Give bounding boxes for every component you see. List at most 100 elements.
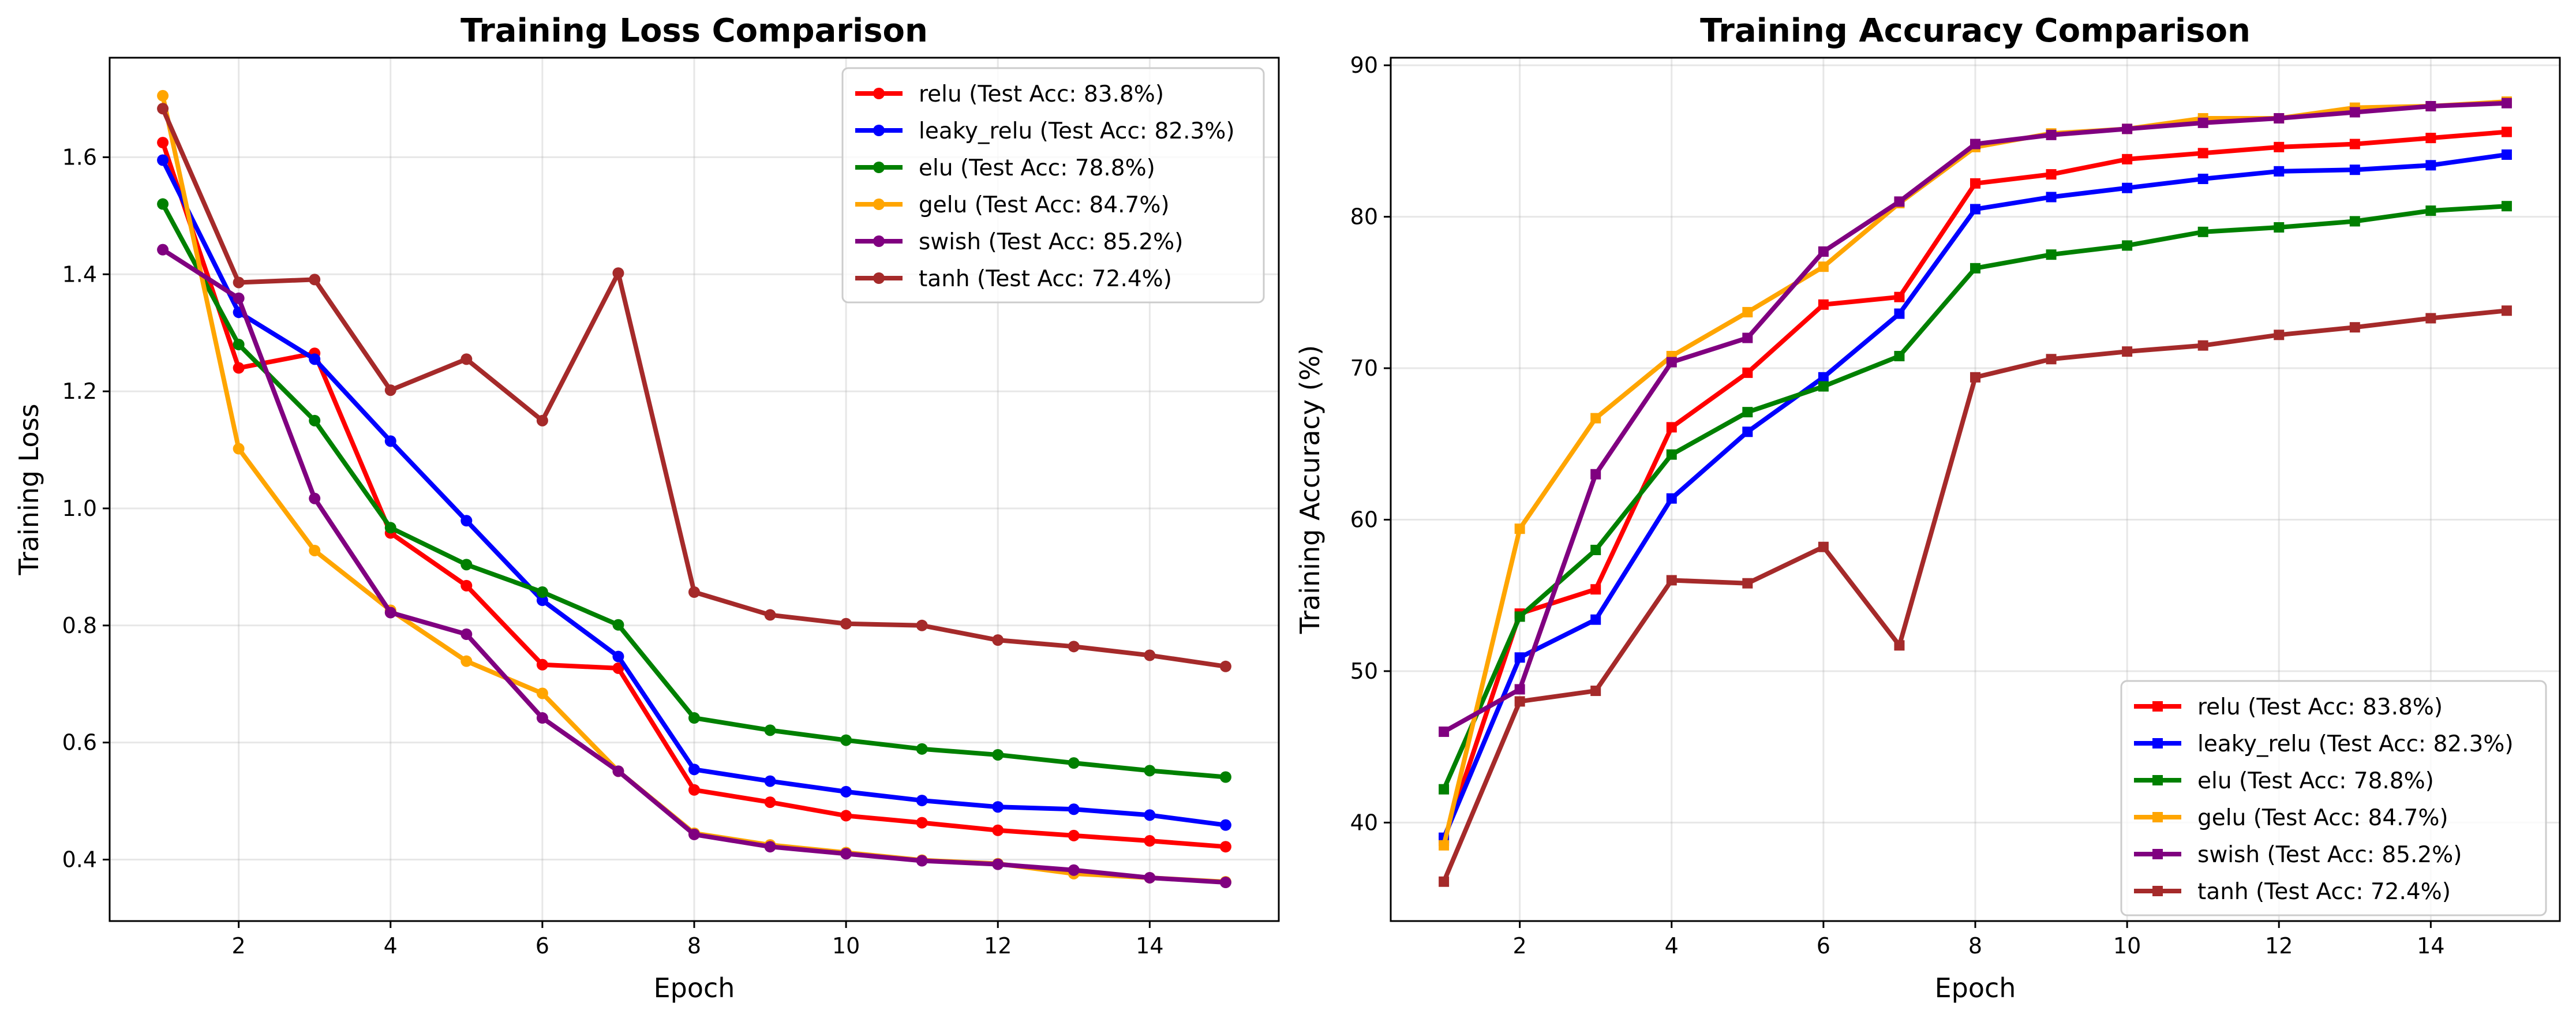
data-point-marker: [157, 89, 169, 102]
data-point-marker: [916, 855, 928, 867]
data-point-marker: [688, 828, 700, 840]
data-point-marker: [2197, 173, 2208, 184]
data-point-marker: [764, 841, 776, 853]
data-point-marker: [1068, 803, 1080, 815]
data-point-marker: [2349, 164, 2360, 175]
x-tick-label: 10: [2113, 933, 2141, 959]
data-point-marker: [2046, 129, 2057, 140]
data-point-marker: [2501, 126, 2512, 137]
data-point-marker: [1068, 829, 1080, 841]
x-tick-label: 6: [1817, 933, 1830, 959]
data-point-marker: [2274, 113, 2285, 123]
y-tick-label: 1.0: [62, 496, 97, 521]
data-point-marker: [1970, 263, 1980, 274]
x-tick-label: 14: [1136, 933, 1163, 959]
data-point-marker: [460, 559, 473, 571]
data-point-marker: [157, 198, 169, 210]
legend-label: gelu (Test Acc: 84.7%): [2197, 805, 2448, 831]
data-point-marker: [460, 655, 473, 667]
legend-marker: [2152, 886, 2163, 896]
data-point-marker: [1068, 757, 1080, 769]
data-point-marker: [2197, 148, 2208, 159]
data-point-marker: [916, 795, 928, 807]
data-point-marker: [1068, 864, 1080, 876]
data-point-marker: [309, 414, 321, 426]
data-point-marker: [992, 634, 1004, 646]
x-tick-label: 6: [536, 933, 549, 959]
data-point-marker: [840, 785, 852, 798]
loss-chart-panel: 2 4 6 8 10 12 14 0.4 0.6 0.8 1.0 1.2 1.4 1.6 Training …: [13, 12, 1280, 1004]
data-point-marker: [1818, 372, 1829, 383]
legend-label: tanh (Test Acc: 72.4%): [2197, 879, 2451, 905]
data-point-marker: [460, 628, 473, 641]
data-point-marker: [1590, 686, 1601, 697]
data-point-marker: [1894, 351, 1905, 362]
data-point-marker: [916, 743, 928, 755]
data-point-marker: [1514, 523, 1525, 534]
data-point-marker: [764, 775, 776, 787]
data-point-marker: [2274, 330, 2285, 340]
data-point-marker: [1970, 372, 1980, 383]
legend-box: [841, 67, 1265, 304]
legend-marker: [873, 125, 885, 136]
data-point-marker: [1970, 204, 1980, 215]
x-axis-label: Epoch: [654, 972, 735, 1004]
legend-label: tanh (Test Acc: 72.4%): [919, 266, 1172, 292]
x-tick-label: 10: [832, 933, 860, 959]
data-point-marker: [1894, 640, 1905, 651]
data-point-marker: [2425, 205, 2436, 216]
data-point-marker: [1818, 299, 1829, 310]
data-point-marker: [157, 154, 169, 166]
y-axis-label: Training Accuracy (%): [1294, 345, 1326, 634]
data-point-marker: [1514, 611, 1525, 622]
data-point-marker: [2349, 139, 2360, 149]
data-point-marker: [992, 824, 1004, 836]
legend-marker: [873, 272, 885, 284]
legend-marker: [2152, 738, 2163, 748]
legend-marker: [873, 199, 885, 210]
data-point-marker: [1894, 291, 1905, 302]
data-point-marker: [1742, 407, 1753, 418]
data-point-marker: [1666, 575, 1677, 586]
legend-label: elu (Test Acc: 78.8%): [2197, 768, 2434, 794]
data-point-marker: [233, 292, 245, 304]
data-point-marker: [2274, 141, 2285, 152]
legend: relu (Test Acc: 83.8%) leaky_relu (Test A…: [2120, 680, 2547, 916]
legend-box: [2120, 680, 2547, 916]
legend-marker: [873, 235, 885, 247]
data-point-marker: [1666, 357, 1677, 368]
legend-label: swish (Test Acc: 85.2%): [2197, 842, 2462, 868]
data-point-marker: [764, 724, 776, 736]
data-point-marker: [2122, 154, 2133, 164]
data-point-marker: [309, 544, 321, 556]
data-point-marker: [840, 810, 852, 822]
data-point-marker: [1068, 641, 1080, 653]
x-tick-label: 2: [1513, 933, 1527, 959]
series-group: [1439, 96, 2512, 887]
y-axis-label: Training Loss: [13, 403, 44, 575]
data-point-marker: [2046, 169, 2057, 180]
x-axis-label: Epoch: [1935, 972, 2016, 1004]
data-point-marker: [2122, 240, 2133, 251]
data-point-marker: [536, 586, 548, 598]
data-point-marker: [233, 443, 245, 455]
data-point-marker: [1666, 422, 1677, 433]
y-tick-label: 0.8: [62, 613, 97, 638]
x-tick-label: 8: [687, 933, 701, 959]
data-point-marker: [1514, 684, 1525, 695]
data-point-marker: [536, 594, 548, 607]
data-point-marker: [1666, 493, 1677, 504]
data-point-marker: [1894, 196, 1905, 207]
data-point-marker: [1818, 381, 1829, 392]
x-tick-label: 4: [384, 933, 398, 959]
data-point-marker: [1439, 840, 1450, 851]
x-tick-label: 8: [1968, 933, 1982, 959]
data-point-marker: [157, 137, 169, 149]
data-point-marker: [1742, 332, 1753, 343]
data-point-marker: [2425, 160, 2436, 171]
data-point-marker: [1219, 660, 1231, 672]
data-point-marker: [992, 801, 1004, 813]
data-point-marker: [1970, 178, 1980, 189]
legend-label: relu (Test Acc: 83.8%): [2197, 694, 2443, 720]
